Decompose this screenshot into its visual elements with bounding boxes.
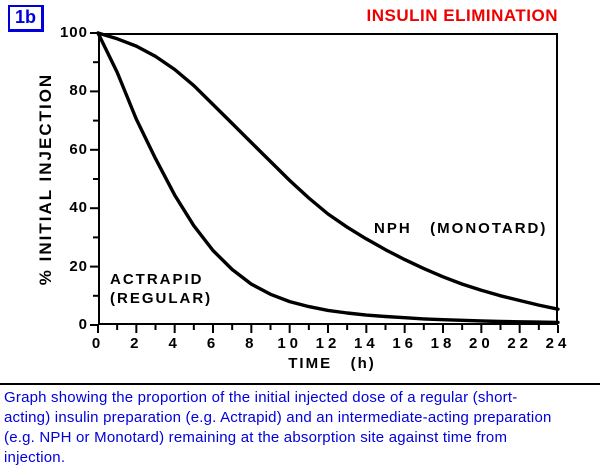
x-tick-label: 12: [315, 335, 341, 352]
x-axis-title: TIME (h): [288, 355, 376, 372]
nph-monotard-curve: [96, 31, 560, 311]
actrapid-regular-curve: [96, 31, 560, 325]
x-tick-label: 14: [353, 335, 379, 352]
y-tick-label: 20: [69, 257, 88, 275]
caption-line: Graph showing the proportion of the init…: [4, 389, 518, 406]
figure-label-badge: 1b: [8, 5, 45, 32]
x-tick-label: 16: [392, 335, 417, 352]
y-tick-label: 40: [69, 199, 88, 217]
caption-line: (e.g. NPH or Monotard) remaining at the …: [4, 429, 508, 446]
y-tick-label: 60: [69, 140, 88, 158]
x-tick-label: 18: [430, 335, 456, 352]
x-tick-label: 20: [468, 335, 494, 352]
x-tick-label: 24: [545, 335, 571, 352]
nph-curve-label: NPH (MONOTARD): [374, 220, 548, 237]
chart-title: INSULIN ELIMINATION: [366, 6, 558, 25]
plot-frame: [98, 33, 558, 325]
caption-separator-line: [0, 383, 600, 385]
actrapid-curve-label: ACTRAPID (REGULAR): [110, 271, 213, 307]
y-tick-label: 0: [78, 316, 88, 333]
x-tick-label: 6: [206, 335, 220, 352]
y-tick-label: 80: [69, 82, 88, 100]
x-tick-label: 4: [168, 335, 181, 352]
y-tick-label: 100: [59, 24, 88, 41]
x-tick-label: 0: [91, 335, 105, 352]
y-axis-title: % INITIAL INJECTION: [36, 72, 55, 286]
x-tick-label: 8: [245, 335, 258, 352]
caption-line: injection.: [4, 449, 66, 466]
caption-line: acting) insulin preparation (e.g. Actrap…: [4, 409, 552, 426]
x-tick-label: 10: [277, 335, 302, 352]
x-tick-label: 22: [507, 335, 532, 352]
figure-caption: Graph showing the proportion of the init…: [4, 388, 598, 468]
x-tick-label: 2: [130, 335, 143, 352]
